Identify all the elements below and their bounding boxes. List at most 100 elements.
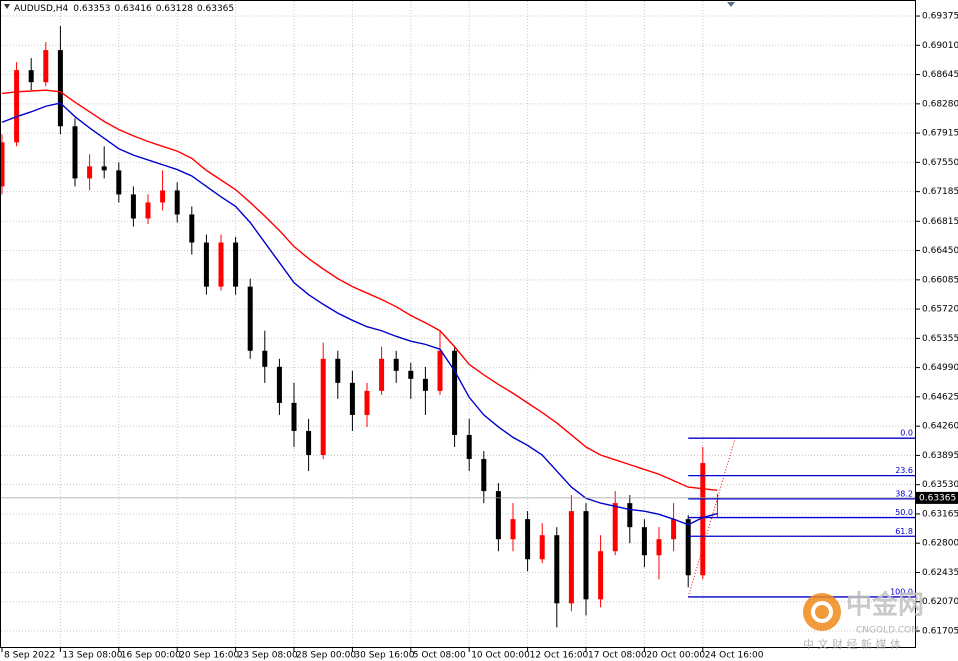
x-tick-label: 12 Oct 16:00 — [530, 651, 589, 661]
y-tick-label: 0.62435 — [922, 568, 958, 578]
candle-body — [627, 503, 633, 528]
y-tick-label: 0.66450 — [922, 246, 958, 256]
candle-body — [130, 194, 136, 219]
watermark-site: CNGOLD.COM — [856, 626, 919, 636]
x-tick-label: 16 Sep 00:00 — [121, 651, 181, 661]
y-tick-label: 0.67185 — [922, 187, 958, 197]
y-tick-label: 0.62070 — [922, 597, 958, 607]
candle-body — [641, 527, 647, 556]
x-tick-label: 28 Sep 00:00 — [296, 651, 356, 661]
candle-body — [525, 519, 531, 560]
y-tick-label: 0.68280 — [922, 99, 958, 109]
candle-body — [72, 126, 78, 179]
candle-body — [218, 242, 224, 287]
close-value: 0.63365 — [197, 4, 234, 14]
candle-body — [160, 190, 166, 203]
candle-body — [452, 350, 458, 435]
candle-body — [685, 519, 691, 576]
x-tick-label: 23 Sep 08:00 — [238, 651, 298, 661]
candle-body — [671, 519, 677, 540]
y-tick-label: 0.64990 — [922, 363, 958, 373]
candle-body — [495, 491, 501, 540]
y-tick-label: 0.66085 — [922, 275, 958, 285]
candle-body — [335, 358, 341, 383]
candle-body — [101, 166, 107, 171]
current-price-box — [916, 491, 958, 504]
x-tick-label: 30 Sep 16:00 — [354, 651, 414, 661]
candle-body — [203, 242, 209, 287]
fib-level-label: 50.0 — [895, 508, 913, 517]
candle-body — [379, 358, 385, 391]
watermark-slogan: 中 文 财 经 新 媒 体 — [803, 637, 901, 651]
candle-body — [700, 463, 706, 576]
moving-average-line — [1, 102, 718, 526]
current-price-label: 0.63365 — [919, 493, 956, 503]
candle-body — [656, 539, 662, 556]
marks: 0.0 23.6 38.2 50.0 61.8 100.0 — [0, 26, 916, 628]
watermark-logo-ring — [811, 601, 833, 623]
candle-body — [349, 382, 355, 415]
x-tick-label: 13 Sep 08:00 — [62, 651, 122, 661]
chart-header: AUDUSD,H4 0.63353 0.63416 0.63128 0.63365 — [14, 4, 234, 14]
fib-level-label: 0.0 — [900, 429, 913, 438]
x-tick-label: 5 Oct 08:00 — [413, 651, 466, 661]
candle-body — [422, 378, 428, 391]
candle-body — [437, 350, 443, 391]
y-tick-label: 0.63530 — [922, 480, 958, 490]
candle-body — [306, 430, 312, 456]
candle-body — [116, 170, 122, 195]
chart-title: AUDUSD,H4 — [14, 4, 69, 14]
fib-trend-line — [687, 438, 736, 598]
x-tick-label: 10 Oct 00:00 — [471, 651, 530, 661]
candle-body — [598, 551, 604, 600]
candle-body — [14, 70, 20, 143]
fib-level-label: 23.6 — [895, 466, 913, 475]
candle-body — [189, 214, 195, 243]
y-tick-label: 0.69010 — [922, 41, 958, 51]
candle-body — [320, 358, 326, 456]
shift-marker — [727, 2, 735, 7]
candle-body — [57, 50, 63, 127]
candle-body — [554, 535, 560, 604]
fib-level-label: 100.0 — [890, 587, 913, 596]
y-tick-label: 0.61705 — [922, 627, 958, 637]
candle-body — [276, 366, 282, 403]
candle-body — [291, 402, 297, 431]
candle-body — [393, 358, 399, 371]
candle-body — [174, 190, 180, 215]
fib-level-label: 61.8 — [895, 527, 913, 536]
y-tick-label: 0.63165 — [922, 509, 958, 519]
grid — [1, 1, 916, 648]
y-tick-label: 0.62800 — [922, 539, 958, 549]
candle-body — [364, 390, 370, 415]
y-tick-label: 0.65355 — [922, 334, 958, 344]
y-tick-label: 0.66815 — [922, 217, 958, 227]
y-tick-label: 0.63895 — [922, 451, 958, 461]
candle-body — [568, 511, 574, 604]
candle-body — [28, 70, 34, 83]
y-tick-label: 0.68645 — [922, 70, 958, 80]
y-tick-label: 0.64260 — [922, 422, 958, 432]
fib-level-label: 38.2 — [895, 489, 913, 498]
candle-body — [145, 202, 151, 219]
watermark: 中金网 CNGOLD.COM 中 文 财 经 新 媒 体 — [803, 590, 924, 651]
symbol-icon — [4, 4, 10, 9]
candle-body — [247, 286, 253, 351]
high-value: 0.63416 — [114, 4, 151, 14]
moving-average-line — [1, 89, 718, 491]
candle-body — [466, 434, 472, 460]
candle-body — [233, 242, 239, 287]
candle-body — [481, 459, 487, 492]
candle-body — [87, 166, 93, 179]
x-tick-label: 20 Sep 16:00 — [179, 651, 239, 661]
watermark-logo-text: 中金网 — [846, 590, 924, 621]
y-tick-label: 0.65720 — [922, 305, 958, 315]
x-tick-label: 17 Oct 08:00 — [588, 651, 647, 661]
watermark-logo — [803, 593, 841, 631]
y-tick-label: 0.67915 — [922, 129, 958, 139]
candle-body — [583, 511, 589, 600]
x-tick-label: 8 Sep 2022 — [4, 651, 55, 661]
candle-body — [612, 503, 618, 552]
